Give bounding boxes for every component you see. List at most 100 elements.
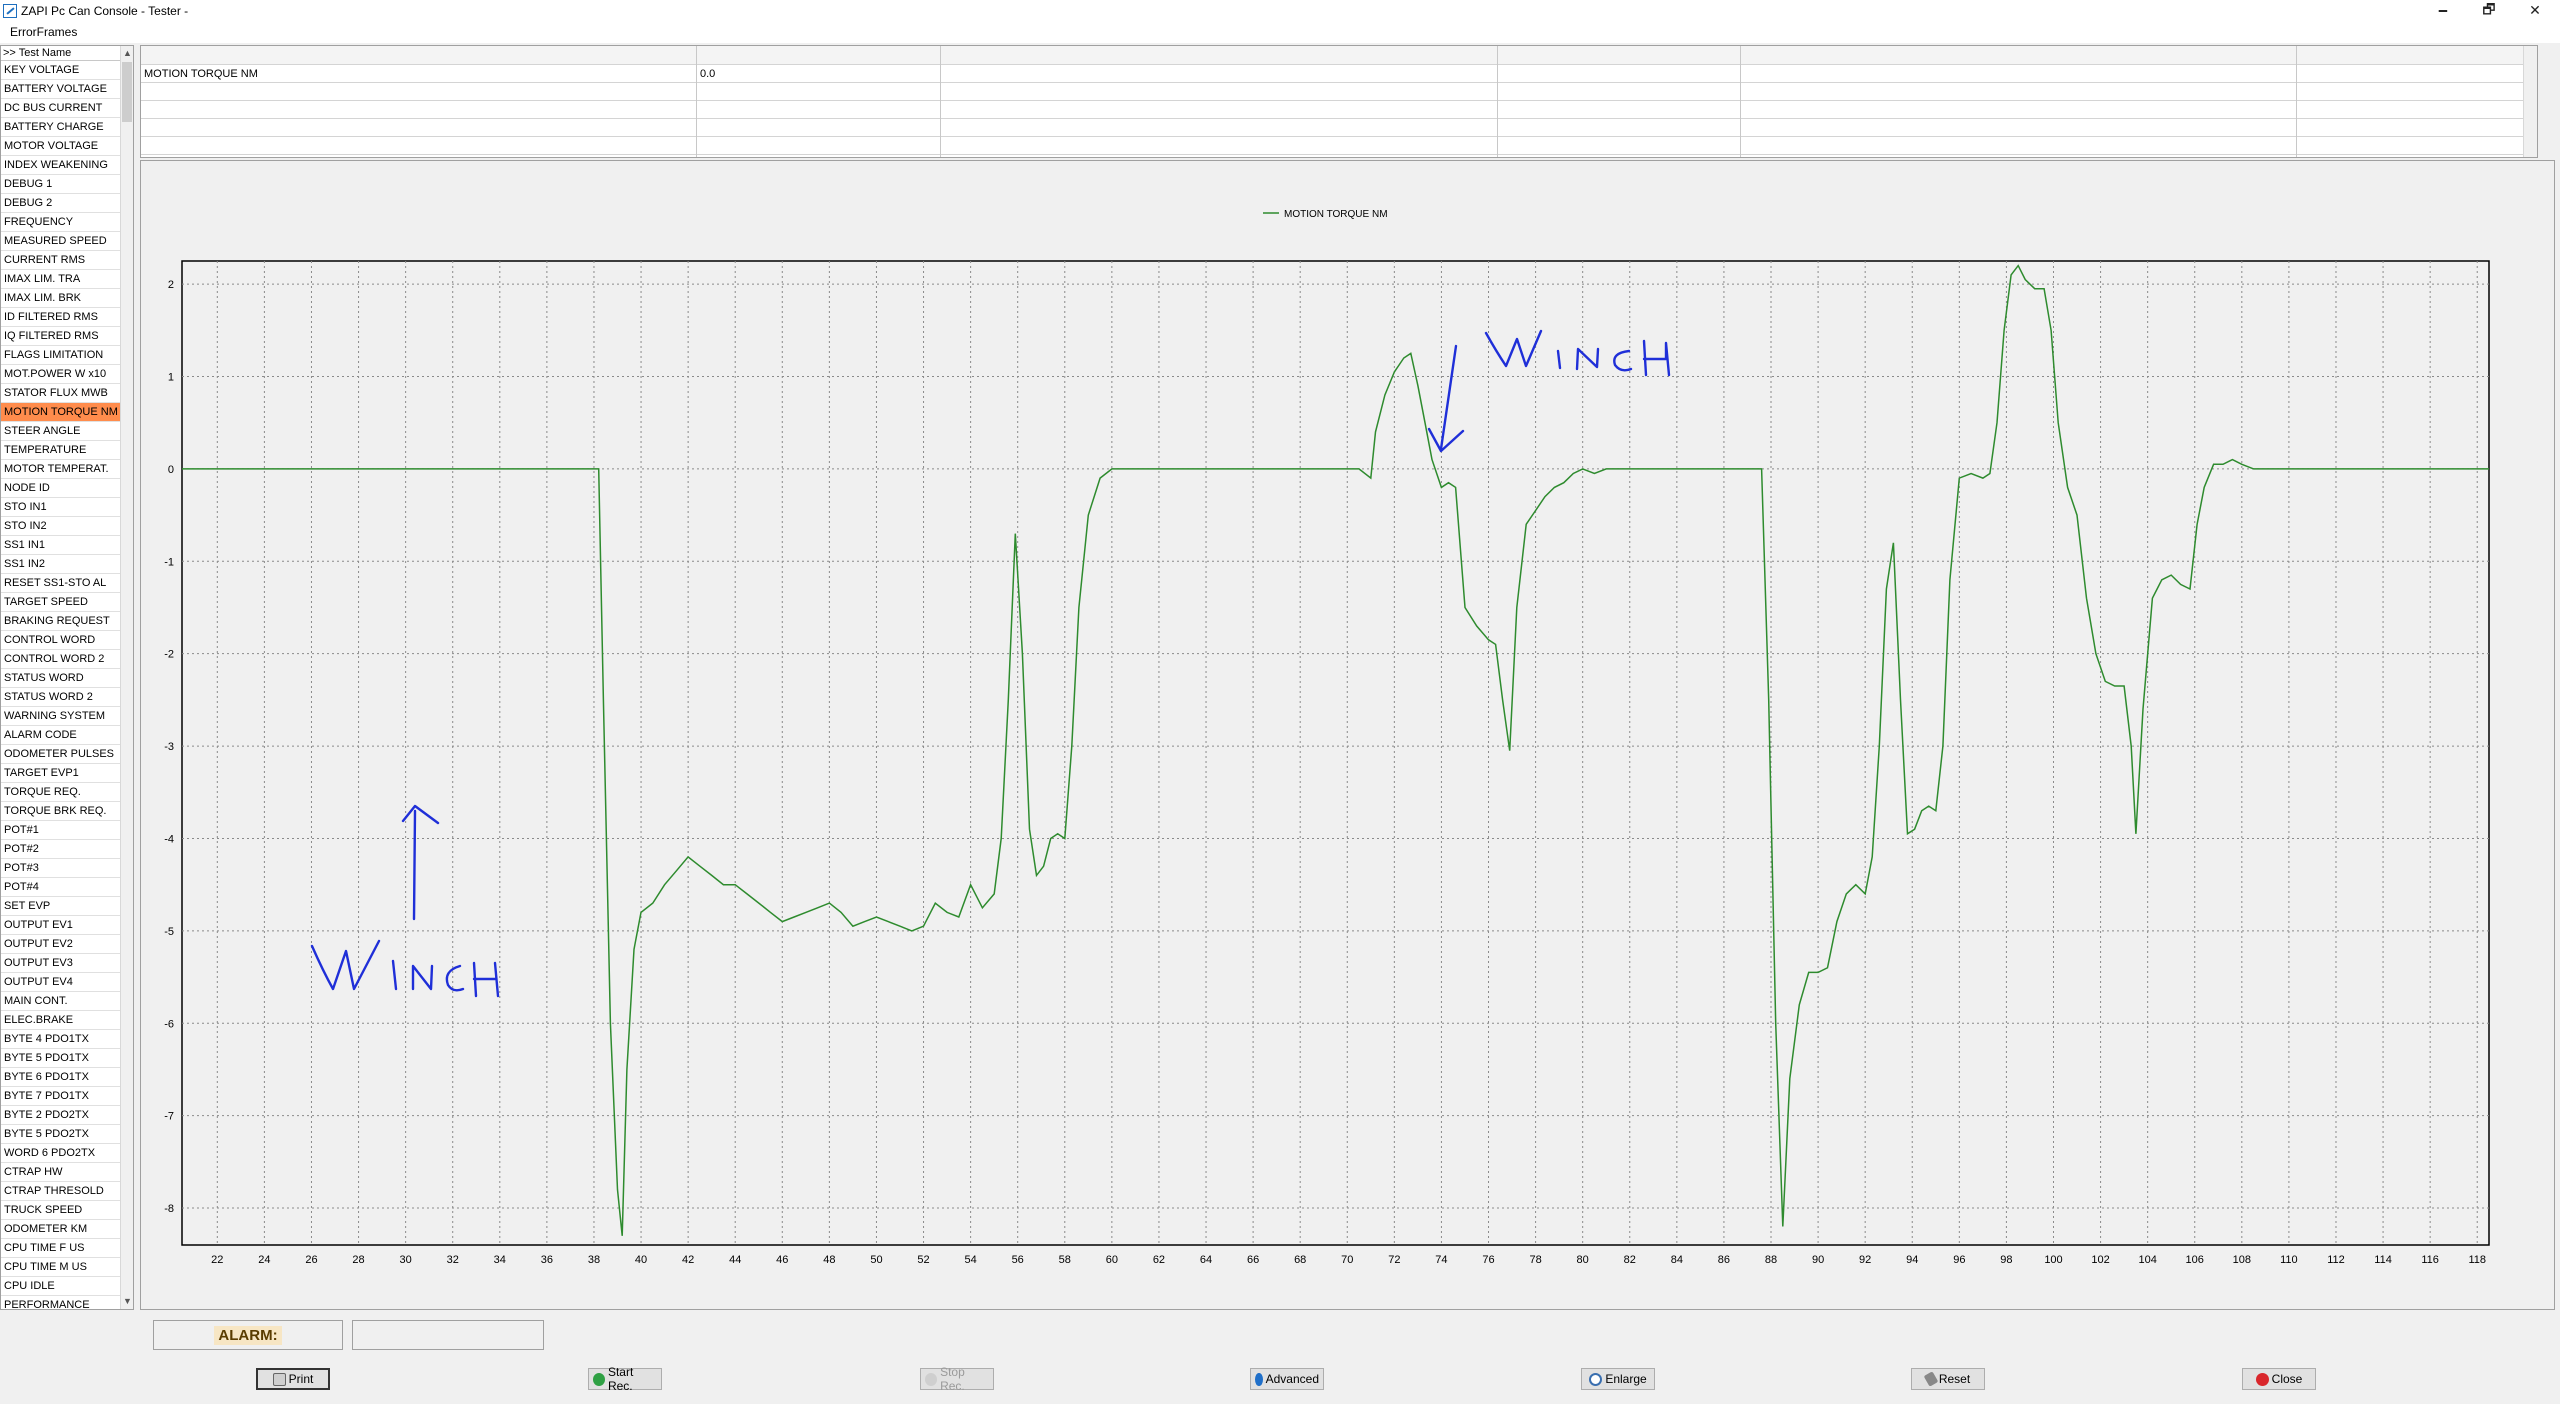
signal-list-item[interactable]: PERFORMANCE [1,1296,121,1309]
grid-row-empty[interactable] [141,137,2537,155]
signal-list-item[interactable]: MOTION TORQUE NM [1,403,121,422]
enlarge-button[interactable]: Enlarge [1581,1368,1655,1390]
signal-list-item[interactable]: TORQUE BRK REQ. [1,802,121,821]
signal-list-item[interactable]: INDEX WEAKENING [1,156,121,175]
menu-errorframes[interactable]: ErrorFrames [10,25,78,39]
signal-list-item[interactable]: BYTE 2 PDO2TX [1,1106,121,1125]
start-rec-button[interactable]: Start Rec. [588,1365,662,1393]
signal-list-item[interactable]: CONTROL WORD [1,631,121,650]
signal-list-item[interactable]: MAIN CONT. [1,992,121,1011]
x-tick-label: 108 [2233,1254,2251,1266]
signal-list-item[interactable]: SS1 IN1 [1,536,121,555]
signal-list-item[interactable]: OUTPUT EV3 [1,954,121,973]
signal-list-item[interactable]: MOT.POWER W x10 [1,365,121,384]
signal-list-item[interactable]: CPU TIME M US [1,1258,121,1277]
signal-list-item[interactable]: IQ FILTERED RMS [1,327,121,346]
list-scrollbar[interactable]: ▲ ▼ [120,46,133,1309]
signal-list-item[interactable]: TEMPERATURE [1,441,121,460]
signal-list-item[interactable]: ID FILTERED RMS [1,308,121,327]
signal-list-item[interactable]: POT#3 [1,859,121,878]
signal-list-item[interactable]: ODOMETER PULSES [1,745,121,764]
signal-list-item[interactable]: MOTOR TEMPERAT. [1,460,121,479]
signal-list-item[interactable]: BYTE 5 PDO1TX [1,1049,121,1068]
signal-list-item[interactable]: WORD 6 PDO2TX [1,1144,121,1163]
signal-list-item[interactable]: IMAX LIM. BRK [1,289,121,308]
signal-list-item[interactable]: SET EVP [1,897,121,916]
signal-list-item[interactable]: IMAX LIM. TRA [1,270,121,289]
signal-list-item[interactable]: OUTPUT EV2 [1,935,121,954]
signal-list-item[interactable]: TRUCK SPEED [1,1201,121,1220]
signal-list-item[interactable]: CTRAP THRESOLD [1,1182,121,1201]
signal-list-item[interactable]: DC BUS CURRENT [1,99,121,118]
grid-row-empty[interactable] [141,101,2537,119]
signal-list-item[interactable]: ALARM CODE [1,726,121,745]
signal-list-item[interactable]: DEBUG 2 [1,194,121,213]
signal-list-item[interactable]: POT#4 [1,878,121,897]
signal-list-item[interactable]: CPU TIME F US [1,1239,121,1258]
signal-list-item[interactable]: ODOMETER KM [1,1220,121,1239]
grid-scrollbar[interactable] [2523,46,2537,157]
signal-list-item[interactable]: POT#2 [1,840,121,859]
signal-list-item[interactable]: OUTPUT EV4 [1,973,121,992]
signal-list-item[interactable]: BRAKING REQUEST [1,612,121,631]
status-area: ALARM: Print Start Rec. Stop Rec. Advanc… [0,1312,2560,1404]
minimize-button[interactable]: 🗕 [2438,0,2448,17]
signal-list-item[interactable]: BATTERY VOLTAGE [1,80,121,99]
signal-list[interactable]: >> Test Name KEY VOLTAGE BATTERY VOLTAGE D… [0,45,134,1310]
signal-list-item[interactable]: BYTE 7 PDO1TX [1,1087,121,1106]
signal-list-item[interactable]: BATTERY CHARGE [1,118,121,137]
signal-list-item[interactable]: WARNING SYSTEM [1,707,121,726]
grid-row-empty[interactable] [141,119,2537,137]
signal-list-item[interactable]: BYTE 5 PDO2TX [1,1125,121,1144]
value-grid[interactable]: MOTION TORQUE NM 0.0 [140,45,2538,158]
signal-list-item[interactable]: OUTPUT EV1 [1,916,121,935]
signal-list-item[interactable]: SS1 IN2 [1,555,121,574]
list-header[interactable]: >> Test Name [1,46,121,61]
signal-list-item[interactable]: BYTE 6 PDO1TX [1,1068,121,1087]
signal-list-item[interactable]: ELEC.BRAKE [1,1011,121,1030]
signal-list-item[interactable]: TARGET EVP1 [1,764,121,783]
scroll-thumb[interactable] [122,62,132,122]
signal-list-item[interactable]: BYTE 4 PDO1TX [1,1030,121,1049]
signal-list-item[interactable]: RESET SS1-STO AL [1,574,121,593]
signal-list-item[interactable]: FLAGS LIMITATION [1,346,121,365]
scroll-up-icon[interactable]: ▲ [123,48,132,58]
chart-panel[interactable]: MOTION TORQUE NM 2 1 0 -1 -2 -3 -4 -5 -6 -7 -8 22 2… [140,160,2555,1310]
signal-list-item[interactable]: CPU IDLE [1,1277,121,1296]
x-tick-label: 64 [1200,1254,1212,1266]
signal-list-item[interactable]: CTRAP HW [1,1163,121,1182]
signal-list-item[interactable]: NODE ID [1,479,121,498]
grid-header-row [141,46,2537,65]
signal-list-item[interactable]: DEBUG 1 [1,175,121,194]
grid-row[interactable]: MOTION TORQUE NM 0.0 [141,65,2537,83]
torque-chart[interactable]: MOTION TORQUE NM 210-1-2-3-4-5-6-7-8 22 2… [141,161,2556,1311]
signal-list-item[interactable]: CURRENT RMS [1,251,121,270]
print-button[interactable]: Print [256,1368,330,1390]
reset-button[interactable]: Reset [1911,1368,1985,1390]
signal-list-item[interactable]: KEY VOLTAGE [1,61,121,80]
scroll-down-icon[interactable]: ▼ [123,1296,132,1306]
signal-list-item[interactable]: FREQUENCY [1,213,121,232]
close-button[interactable]: Close [2242,1368,2316,1390]
grid-col-divider [2296,46,2297,157]
window-close-button[interactable]: ✕ [2529,2,2541,18]
signal-list-item[interactable]: MOTOR VOLTAGE [1,137,121,156]
close-icon [2255,1372,2269,1386]
signal-list-item[interactable]: CONTROL WORD 2 [1,650,121,669]
stop-rec-button[interactable]: Stop Rec. [920,1365,994,1393]
advanced-button[interactable]: Advanced [1250,1368,1324,1390]
signal-list-item[interactable]: STO IN1 [1,498,121,517]
grid-row-empty[interactable] [141,83,2537,101]
signal-list-item[interactable]: TORQUE REQ. [1,783,121,802]
signal-list-item[interactable]: TARGET SPEED [1,593,121,612]
signal-list-item[interactable]: STATOR FLUX MWB [1,384,121,403]
signal-list-item[interactable]: STO IN2 [1,517,121,536]
signal-list-item[interactable]: STEER ANGLE [1,422,121,441]
x-tick-label: 60 [1106,1254,1118,1266]
signal-list-item[interactable]: MEASURED SPEED [1,232,121,251]
maximize-button[interactable]: 🗗 [2482,0,2496,17]
signal-list-item[interactable]: POT#1 [1,821,121,840]
x-tick-label: 102 [2091,1254,2109,1266]
signal-list-item[interactable]: STATUS WORD [1,669,121,688]
signal-list-item[interactable]: STATUS WORD 2 [1,688,121,707]
